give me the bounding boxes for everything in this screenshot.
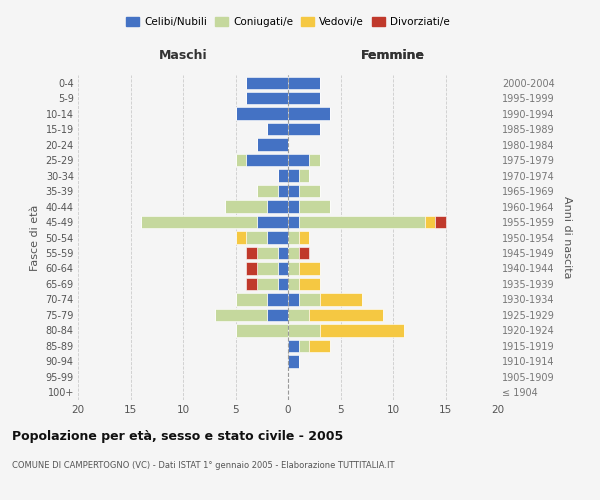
Bar — [257, 278, 277, 290]
Bar — [299, 185, 320, 198]
Bar — [277, 262, 288, 274]
Bar — [246, 262, 257, 274]
Bar — [299, 247, 309, 259]
Bar — [267, 293, 288, 306]
Bar — [288, 355, 299, 368]
Bar — [267, 123, 288, 136]
Text: Maschi: Maschi — [158, 49, 208, 62]
Bar — [246, 154, 288, 166]
Bar — [257, 216, 288, 228]
Bar — [267, 232, 288, 243]
Bar — [235, 324, 288, 336]
Bar — [288, 262, 299, 274]
Y-axis label: Fasce di età: Fasce di età — [30, 204, 40, 270]
Bar — [299, 216, 425, 228]
Bar — [309, 340, 330, 352]
Bar — [246, 92, 288, 104]
Bar — [299, 200, 330, 212]
Bar — [267, 200, 288, 212]
Text: Femmine: Femmine — [361, 49, 425, 62]
Bar — [288, 340, 299, 352]
Bar — [267, 308, 288, 321]
Bar — [246, 76, 288, 89]
Bar — [225, 200, 267, 212]
Bar — [299, 340, 309, 352]
Bar — [257, 185, 277, 198]
Bar — [246, 278, 257, 290]
Bar — [288, 185, 299, 198]
Bar — [425, 216, 435, 228]
Bar — [288, 278, 299, 290]
Bar — [288, 216, 299, 228]
Bar — [235, 232, 246, 243]
Bar — [288, 247, 299, 259]
Bar — [299, 262, 320, 274]
Bar — [288, 123, 320, 136]
Bar — [235, 108, 288, 120]
Bar — [299, 170, 309, 182]
Bar — [277, 185, 288, 198]
Bar — [235, 293, 267, 306]
Bar — [257, 262, 277, 274]
Y-axis label: Anni di nascita: Anni di nascita — [562, 196, 572, 279]
Bar — [288, 76, 320, 89]
Bar — [215, 308, 267, 321]
Bar — [141, 216, 257, 228]
Bar — [288, 308, 309, 321]
Bar — [288, 324, 320, 336]
Bar — [288, 108, 330, 120]
Bar — [288, 170, 299, 182]
Bar — [288, 293, 299, 306]
Bar — [288, 200, 299, 212]
Bar — [277, 247, 288, 259]
Bar — [299, 278, 320, 290]
Bar — [288, 92, 320, 104]
Text: Popolazione per età, sesso e stato civile - 2005: Popolazione per età, sesso e stato civil… — [12, 430, 343, 443]
Bar — [257, 247, 277, 259]
Bar — [246, 247, 257, 259]
Text: COMUNE DI CAMPERTOGNO (VC) - Dati ISTAT 1° gennaio 2005 - Elaborazione TUTTITALI: COMUNE DI CAMPERTOGNO (VC) - Dati ISTAT … — [12, 460, 395, 469]
Bar — [320, 293, 361, 306]
Bar — [309, 154, 320, 166]
Bar — [309, 308, 383, 321]
Bar — [320, 324, 404, 336]
Bar — [299, 293, 320, 306]
Bar — [235, 154, 246, 166]
Bar — [277, 278, 288, 290]
Bar — [299, 232, 309, 243]
Bar — [435, 216, 445, 228]
Bar — [288, 154, 309, 166]
Bar — [288, 232, 299, 243]
Bar — [277, 170, 288, 182]
Text: Femmine: Femmine — [361, 49, 425, 62]
Legend: Celibi/Nubili, Coniugati/e, Vedovi/e, Divorziati/e: Celibi/Nubili, Coniugati/e, Vedovi/e, Di… — [122, 12, 454, 31]
Bar — [257, 138, 288, 151]
Bar — [246, 232, 267, 243]
